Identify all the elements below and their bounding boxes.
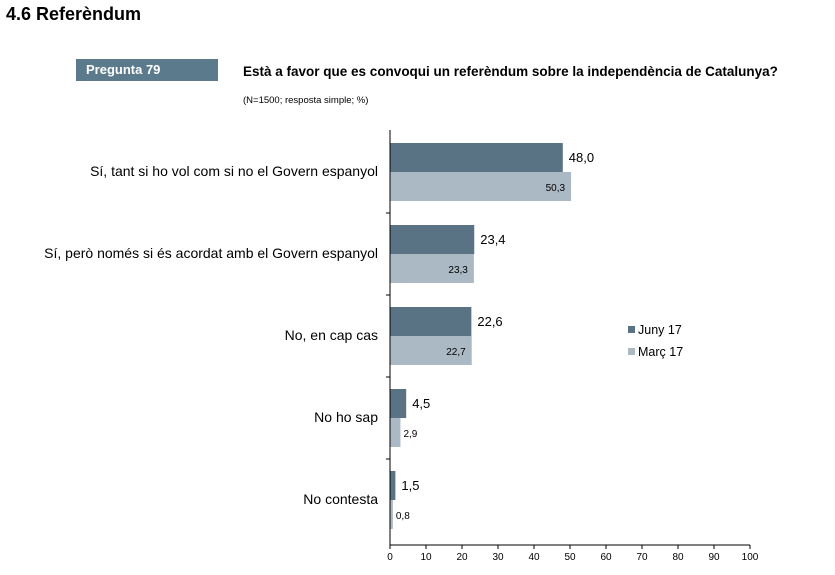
data-label-marc-17: 23,3 <box>448 265 468 276</box>
x-tick-label: 70 <box>636 552 648 563</box>
x-tick-label: 30 <box>492 552 504 563</box>
x-tick-label: 50 <box>564 552 576 563</box>
bar-marc-17 <box>390 172 572 201</box>
category-label: Sí, però només si és acordat amb el Gove… <box>44 245 378 261</box>
bar-juny-17 <box>390 471 396 500</box>
bar-juny-17 <box>390 389 407 418</box>
data-label-marc-17: 22,7 <box>446 347 466 358</box>
x-tick-label: 0 <box>387 552 393 563</box>
legend-label: Juny 17 <box>638 323 682 337</box>
x-tick-label: 80 <box>672 552 684 563</box>
bar-marc-17 <box>390 254 474 283</box>
x-tick-label: 20 <box>456 552 468 563</box>
data-label-marc-17: 2,9 <box>403 429 417 440</box>
legend-label: Març 17 <box>638 345 683 359</box>
x-tick-label: 90 <box>708 552 720 563</box>
data-label-juny-17: 4,5 <box>412 396 430 411</box>
question-badge: Pregunta 79 <box>76 59 218 81</box>
data-label-juny-17: 48,0 <box>569 150 594 165</box>
legend-swatch <box>628 348 635 355</box>
legend-swatch <box>628 326 635 333</box>
question-text: Està a favor que es convoqui un referènd… <box>243 64 778 79</box>
x-tick-label: 40 <box>528 552 540 563</box>
bar-marc-17 <box>390 418 401 447</box>
data-label-juny-17: 22,6 <box>477 314 502 329</box>
x-tick-label: 100 <box>742 552 759 563</box>
bar-marc-17 <box>390 500 393 529</box>
bar-juny-17 <box>390 143 563 172</box>
category-label: No contesta <box>303 491 378 507</box>
bar-juny-17 <box>390 307 472 336</box>
data-label-marc-17: 0,8 <box>396 511 410 522</box>
category-label: No, en cap cas <box>285 327 378 343</box>
category-label: Sí, tant si ho vol com si no el Govern e… <box>90 163 378 179</box>
data-label-juny-17: 23,4 <box>480 232 505 247</box>
data-label-marc-17: 50,3 <box>546 183 566 194</box>
section-title: 4.6 Referèndum <box>6 4 142 24</box>
x-tick-label: 10 <box>420 552 432 563</box>
category-label: No ho sap <box>314 409 378 425</box>
x-tick-label: 60 <box>600 552 612 563</box>
bar-juny-17 <box>390 225 475 254</box>
data-label-juny-17: 1,5 <box>401 478 419 493</box>
bar-marc-17 <box>390 336 472 365</box>
question-note: (N=1500; resposta simple; %) <box>243 95 369 106</box>
